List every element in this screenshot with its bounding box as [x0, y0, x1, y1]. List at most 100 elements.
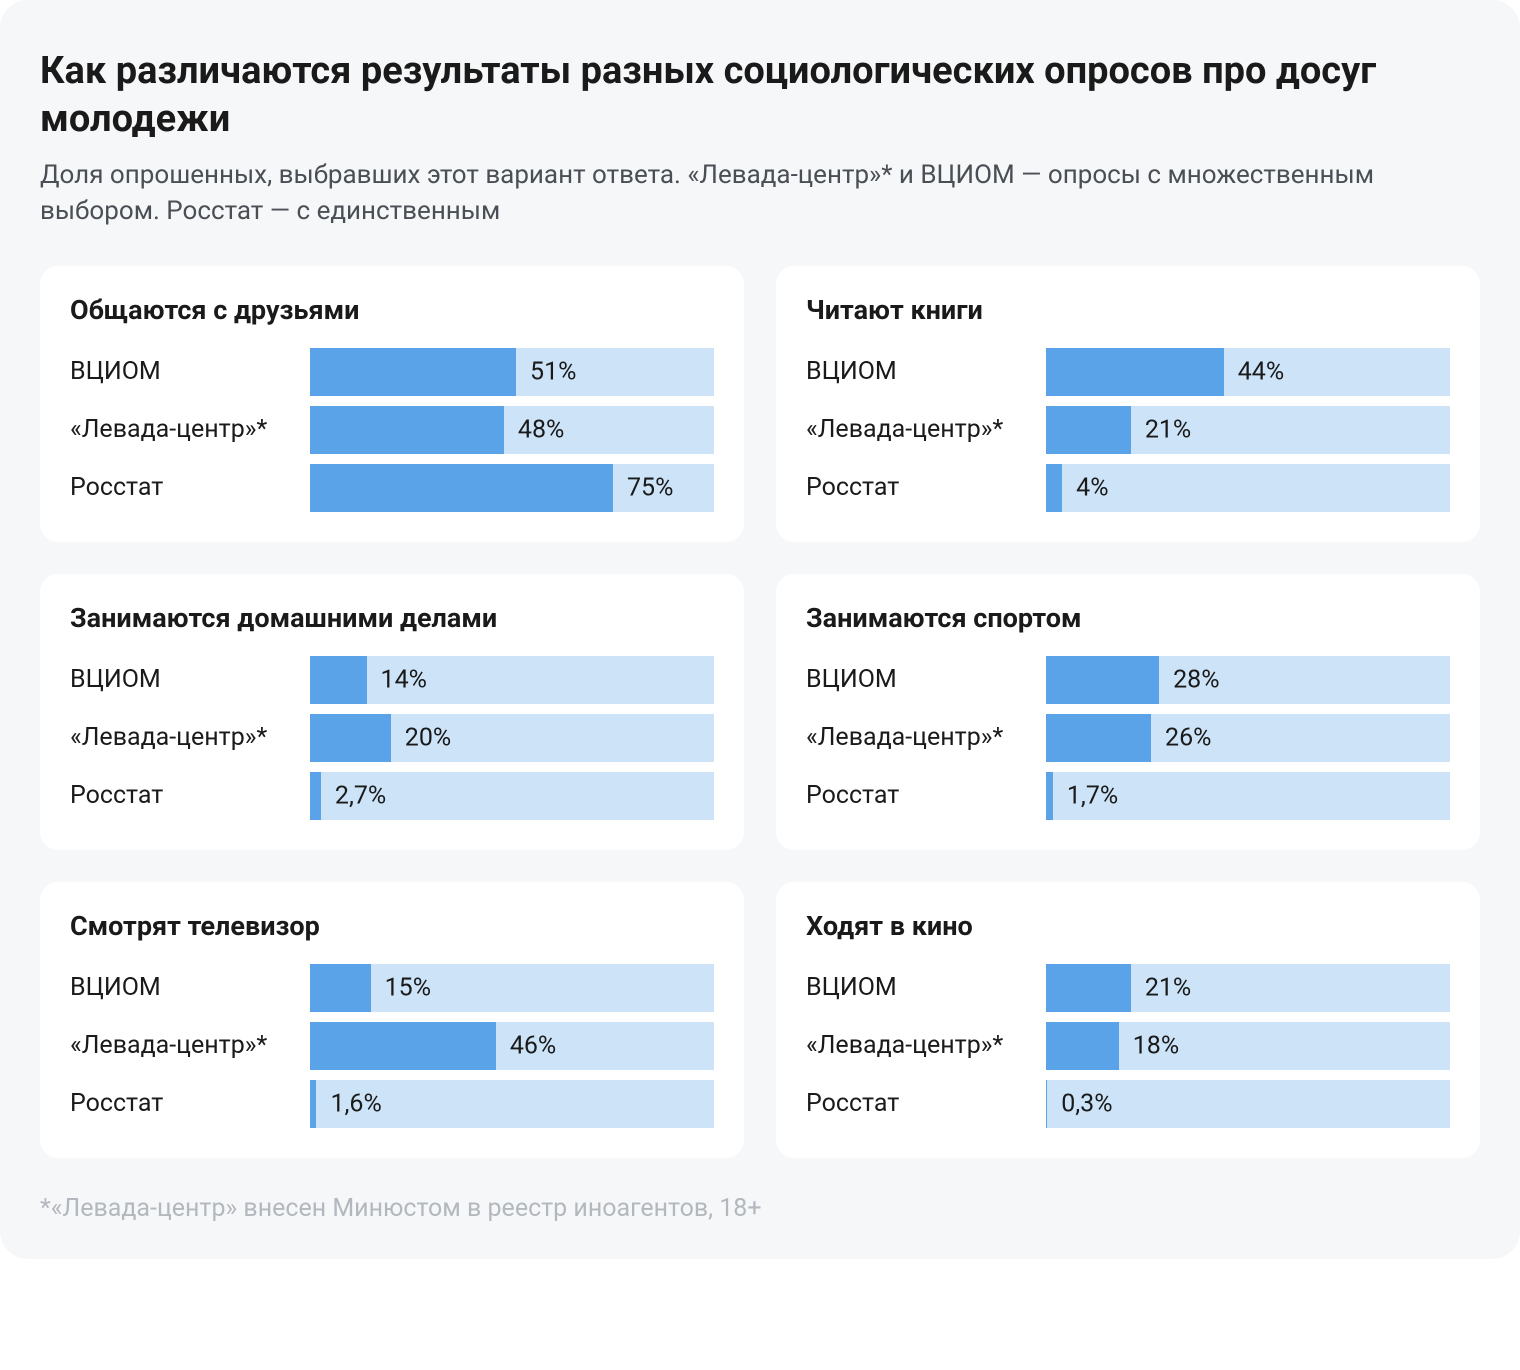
bar-value-label: 2,7% — [335, 781, 386, 810]
bar-track: 1,6% — [310, 1080, 714, 1128]
bar-row-label: ВЦИОМ — [806, 357, 1046, 386]
bar-fill — [1046, 348, 1224, 396]
bar-track: 21% — [1046, 964, 1450, 1012]
bar-row-label: ВЦИОМ — [806, 973, 1046, 1002]
bar-track: 18% — [1046, 1022, 1450, 1070]
bar-row-label: Росстат — [70, 473, 310, 502]
bar-track: 14% — [310, 656, 714, 704]
bar-fill — [310, 406, 504, 454]
panel-title: Ходят в кино — [806, 910, 1450, 942]
bar-row: «Левада-центр»* 46% — [70, 1022, 714, 1070]
bar-value-label: 48% — [518, 415, 564, 444]
bar-fill — [310, 772, 321, 820]
bar-fill — [1046, 714, 1151, 762]
bar-fill — [1046, 964, 1131, 1012]
bar-row: ВЦИОМ 51% — [70, 348, 714, 396]
bar-value-label: 15% — [385, 973, 431, 1002]
bar-fill — [310, 464, 613, 512]
bar-row: ВЦИОМ 44% — [806, 348, 1450, 396]
bar-row-label: «Левада-центр»* — [70, 1031, 310, 1060]
panels-grid: Общаются с друзьями ВЦИОМ 51% «Левада-центр… — [40, 266, 1480, 1158]
bar-row: ВЦИОМ 15% — [70, 964, 714, 1012]
bar-fill — [310, 1022, 496, 1070]
bar-track: 1,7% — [1046, 772, 1450, 820]
bar-row-label: Росстат — [806, 1089, 1046, 1118]
bar-track: 44% — [1046, 348, 1450, 396]
bar-row-label: ВЦИОМ — [70, 665, 310, 694]
bar-row-label: «Левада-центр»* — [806, 723, 1046, 752]
chart-panel: Занимаются спортомВЦИОМ28%«Левада-центр»… — [776, 574, 1480, 850]
bar-track: 4% — [1046, 464, 1450, 512]
bar-fill — [310, 656, 367, 704]
bar-row: «Левада-центр»* 20% — [70, 714, 714, 762]
bar-row-label: Росстат — [70, 1089, 310, 1118]
panel-title: Смотрят телевизор — [70, 910, 714, 942]
bar-fill — [1046, 464, 1062, 512]
bar-fill — [1046, 656, 1159, 704]
panel-title: Занимаются спортом — [806, 602, 1450, 634]
bar-value-label: 4% — [1076, 473, 1108, 502]
bar-fill — [310, 714, 391, 762]
bar-value-label: 51% — [530, 357, 576, 386]
bar-track: 28% — [1046, 656, 1450, 704]
bar-fill — [310, 348, 516, 396]
bar-value-label: 1,6% — [330, 1089, 381, 1118]
panel-title: Занимаются домашними делами — [70, 602, 714, 634]
bar-row: «Левада-центр»* 48% — [70, 406, 714, 454]
bar-value-label: 46% — [510, 1031, 556, 1060]
panel-title: Читают книги — [806, 294, 1450, 326]
bar-track: 51% — [310, 348, 714, 396]
page-title: Как различаются результаты разных социол… — [40, 48, 1480, 143]
bar-row: ВЦИОМ 21% — [806, 964, 1450, 1012]
bar-row-label: ВЦИОМ — [70, 973, 310, 1002]
bar-fill — [1046, 406, 1131, 454]
bar-value-label: 44% — [1238, 357, 1284, 386]
bar-track: 48% — [310, 406, 714, 454]
bar-value-label: 21% — [1145, 973, 1191, 1002]
bar-track: 75% — [310, 464, 714, 512]
chart-panel: Ходят в кино ВЦИОМ 21% «Левада-центр»* 18% Ро… — [776, 882, 1480, 1158]
bar-row: Росстат 0,3% — [806, 1080, 1450, 1128]
footnote: *«Левада-центр» внесен Минюстом в реестр… — [40, 1194, 1480, 1223]
panel-title: Общаются с друзьями — [70, 294, 714, 326]
bar-row: Росстат1,7% — [806, 772, 1450, 820]
bar-track: 46% — [310, 1022, 714, 1070]
bar-track: 0,3% — [1046, 1080, 1450, 1128]
bar-value-label: 14% — [381, 665, 427, 694]
bar-row: Росстат 2,7% — [70, 772, 714, 820]
bar-row-label: ВЦИОМ — [70, 357, 310, 386]
bar-row-label: «Левада-центр»* — [70, 723, 310, 752]
bar-row: Росстат4% — [806, 464, 1450, 512]
bar-row: Росстат 75% — [70, 464, 714, 512]
bar-row-label: «Левада-центр»* — [806, 415, 1046, 444]
bar-fill — [1046, 772, 1053, 820]
bar-track: 20% — [310, 714, 714, 762]
bar-row-label: Росстат — [806, 781, 1046, 810]
bar-fill — [1046, 1080, 1047, 1128]
bar-fill — [310, 964, 371, 1012]
page-subtitle: Доля опрошенных, выбравших этот вариант … — [40, 157, 1480, 230]
bar-row: «Левада-центр»* 18% — [806, 1022, 1450, 1070]
bar-value-label: 26% — [1165, 723, 1211, 752]
bar-value-label: 20% — [405, 723, 451, 752]
chart-panel: Смотрят телевизор ВЦИОМ 15% «Левада-центр»*… — [40, 882, 744, 1158]
bar-row: ВЦИОМ 14% — [70, 656, 714, 704]
bar-row: Росстат 1,6% — [70, 1080, 714, 1128]
bar-row-label: «Левада-центр»* — [806, 1031, 1046, 1060]
bar-value-label: 75% — [627, 473, 673, 502]
bar-fill — [310, 1080, 316, 1128]
bar-row-label: Росстат — [70, 781, 310, 810]
chart-panel: Занимаются домашними делами ВЦИОМ 14% «Лева… — [40, 574, 744, 850]
chart-panel: Читают книги ВЦИОМ 44% «Левада-центр»* 21% Ро… — [776, 266, 1480, 542]
bar-value-label: 0,3% — [1061, 1089, 1112, 1118]
bar-track: 21% — [1046, 406, 1450, 454]
bar-row-label: «Левада-центр»* — [70, 415, 310, 444]
bar-row: «Левада-центр»* 21% — [806, 406, 1450, 454]
bar-value-label: 18% — [1133, 1031, 1179, 1060]
chart-panel: Общаются с друзьями ВЦИОМ 51% «Левада-центр… — [40, 266, 744, 542]
bar-track: 2,7% — [310, 772, 714, 820]
bar-fill — [1046, 1022, 1119, 1070]
bar-track: 15% — [310, 964, 714, 1012]
bar-value-label: 21% — [1145, 415, 1191, 444]
bar-value-label: 28% — [1173, 665, 1219, 694]
